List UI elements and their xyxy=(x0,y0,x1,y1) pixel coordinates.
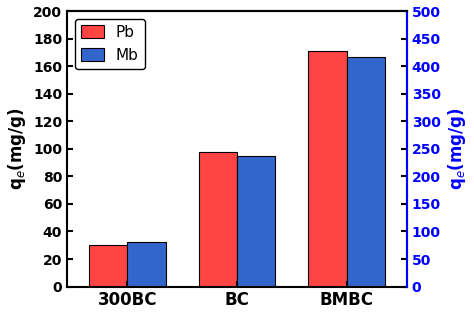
Legend: Pb, Mb: Pb, Mb xyxy=(75,19,145,69)
Bar xyxy=(199,152,237,287)
Y-axis label: q$_e$(mg/g): q$_e$(mg/g) xyxy=(6,107,27,190)
Bar xyxy=(89,245,128,287)
Bar xyxy=(308,51,346,287)
Bar xyxy=(128,243,166,287)
Bar xyxy=(346,56,385,287)
Y-axis label: q$_e$(mg/g): q$_e$(mg/g) xyxy=(447,107,468,190)
Bar xyxy=(237,156,275,287)
